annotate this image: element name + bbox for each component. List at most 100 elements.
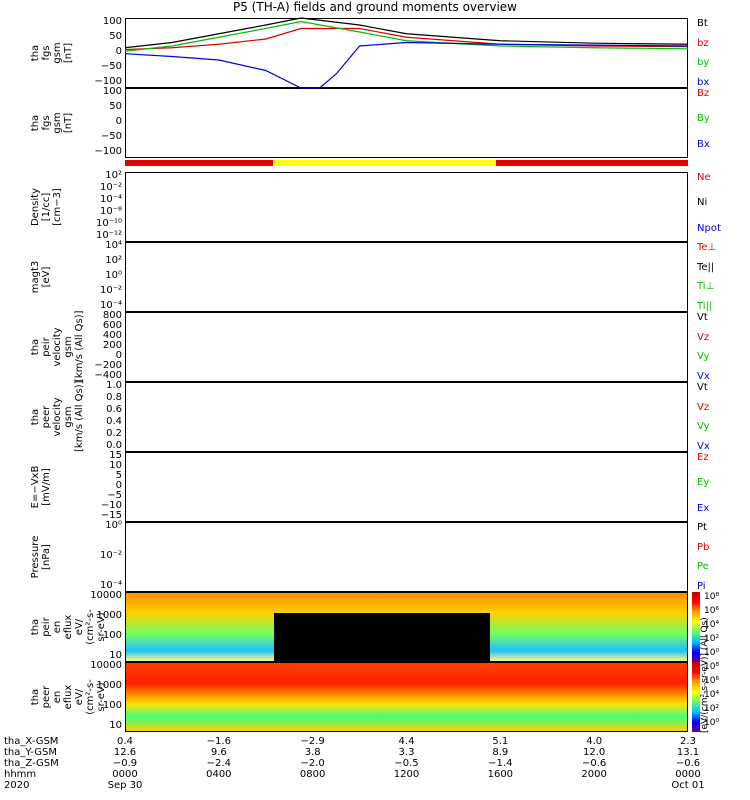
legend-entry: Bx [697, 138, 710, 150]
x-tick-label: 12.6 [113, 747, 137, 758]
series-line-bx [124, 41, 689, 89]
x-tick-label: 3.3 [398, 747, 415, 758]
x-tick-label: −0.6 [582, 758, 607, 769]
panel-ve [125, 382, 688, 452]
panel-vi [125, 312, 688, 382]
x-tick-label: −1.4 [488, 758, 513, 769]
legend-entry: Ne [697, 172, 711, 183]
y-tick-label: 1000 [96, 610, 122, 621]
spectrogram-gap [273, 613, 490, 661]
legend-entry: By [697, 113, 710, 125]
legend-entry: Ey [697, 477, 710, 489]
panel-temp [125, 242, 688, 312]
legend-entry: Vz [697, 331, 710, 343]
x-tick-label: −2.0 [300, 758, 325, 769]
y-tick-label: 100 [102, 700, 122, 711]
ephemeris-row-label: tha_Y-GSM [4, 747, 58, 758]
x-tick-label: −1.6 [206, 736, 231, 747]
x-tick-label: 4.0 [586, 736, 603, 747]
y-tick-label: 10 [109, 460, 122, 471]
y-tick-label: 200 [102, 340, 122, 351]
x-tick-label: 2000 [581, 769, 607, 780]
y-tick-label: 100 [102, 86, 122, 97]
legend-entry: Npot [697, 222, 721, 234]
x-tick-label: 1200 [393, 769, 420, 780]
legend-entry: Vt [697, 312, 708, 323]
legend-entry: Te|| [697, 261, 715, 273]
colorbar-tick: 10⁶ [704, 676, 720, 686]
y-tick-label: −400 [94, 370, 122, 381]
region-bar-segment [495, 160, 688, 166]
panel-fgs_l [125, 88, 688, 158]
y-tick-label: −100 [94, 76, 122, 87]
x-tick-label: 0000 [112, 769, 138, 780]
y-tick-label: 1000 [96, 680, 122, 691]
x-tick-label: 4.4 [398, 736, 415, 747]
colorbar-tick: 10² [704, 704, 720, 714]
y-tick-label: 10⁴ [105, 240, 122, 251]
x-tick-label: −2.9 [300, 736, 325, 747]
x-tick-label: 0.4 [117, 736, 133, 747]
y-tick-label: −50 [100, 131, 122, 142]
legend-entry: bz [697, 37, 709, 49]
y-tick-label: 800 [102, 310, 122, 321]
y-tick-label: 10⁻⁴ [99, 300, 122, 311]
panel-espec [125, 662, 688, 732]
y-tick-label: 1.0 [106, 380, 122, 391]
y-tick-label: 0 [115, 480, 122, 491]
x-tick-label: 12.0 [583, 747, 606, 758]
y-tick-label: 10⁻¹⁰ [95, 218, 122, 229]
chart-title: P5 (TH-A) fields and ground moments over… [233, 0, 517, 14]
x-tick-label: 1600 [487, 769, 514, 780]
x-tick-label: Oct 01 [671, 780, 705, 791]
series-line-Bt [124, 17, 689, 49]
legend-entry: Bt [697, 18, 708, 29]
x-tick-label: 13.1 [676, 747, 700, 758]
y-tick-label: 50 [109, 101, 122, 112]
colorbar-label: [eV/(cm²-s-sr-eV)] (All Qs) [700, 617, 710, 733]
legend-entry: Vy [697, 421, 710, 432]
y-tick-label: 10⁻⁴ [99, 194, 122, 205]
region-bar-segment [125, 160, 273, 166]
colorbar [692, 592, 700, 662]
ephemeris-row-label: hhmm [4, 769, 37, 780]
colorbar-tick: 10⁰ [704, 718, 720, 728]
y-tick-label: 10⁰ [105, 520, 122, 531]
x-tick-label: 2.3 [680, 736, 696, 747]
legend-entry: Ni [697, 197, 708, 209]
legend-entry: Pb [697, 541, 710, 553]
y-tick-label: 10000 [90, 660, 122, 671]
legend-entry: Vy [697, 351, 710, 362]
legend-entry: Ti|| [697, 300, 713, 312]
y-tick-label: −200 [94, 360, 122, 371]
colorbar-tick: 10⁶ [704, 606, 720, 616]
y-tick-label: 10² [105, 170, 122, 181]
y-tick-label: 50 [109, 31, 122, 42]
legend-entry: by [697, 57, 710, 68]
y-tick-label: 5 [115, 470, 122, 481]
y-tick-label: 400 [102, 330, 122, 341]
colorbar [692, 662, 700, 732]
y-tick-label: 10⁻⁸ [99, 206, 122, 217]
x-tick-label: −0.6 [675, 758, 701, 769]
y-tick-label: 0 [115, 350, 122, 361]
ephemeris-row-label: tha_Z-GSM [4, 758, 59, 769]
y-tick-label: 0.2 [106, 428, 122, 439]
colorbar-tick: 10⁸ [704, 592, 720, 602]
y-tick-label: 0.0 [106, 440, 122, 451]
x-tick-label: 9.6 [210, 747, 227, 758]
legend-entry: Te⊥ [697, 242, 717, 253]
legend-entry: Vx [697, 370, 710, 382]
colorbar-tick: 10⁰ [704, 648, 720, 658]
legend-entry: Vx [697, 440, 710, 452]
x-tick-label: Sep 30 [107, 780, 143, 791]
y-tick-label: 10 [109, 720, 122, 731]
y-tick-label: −15 [100, 510, 122, 521]
y-tick-label: 10 [109, 650, 122, 661]
panel-efld [125, 452, 688, 522]
x-tick-label: 0400 [206, 769, 232, 780]
y-tick-label: 10² [105, 255, 122, 266]
y-tick-label: 10⁻² [99, 285, 122, 296]
legend-entry: Ex [697, 502, 710, 514]
colorbar-tick: 10⁴ [704, 690, 720, 700]
